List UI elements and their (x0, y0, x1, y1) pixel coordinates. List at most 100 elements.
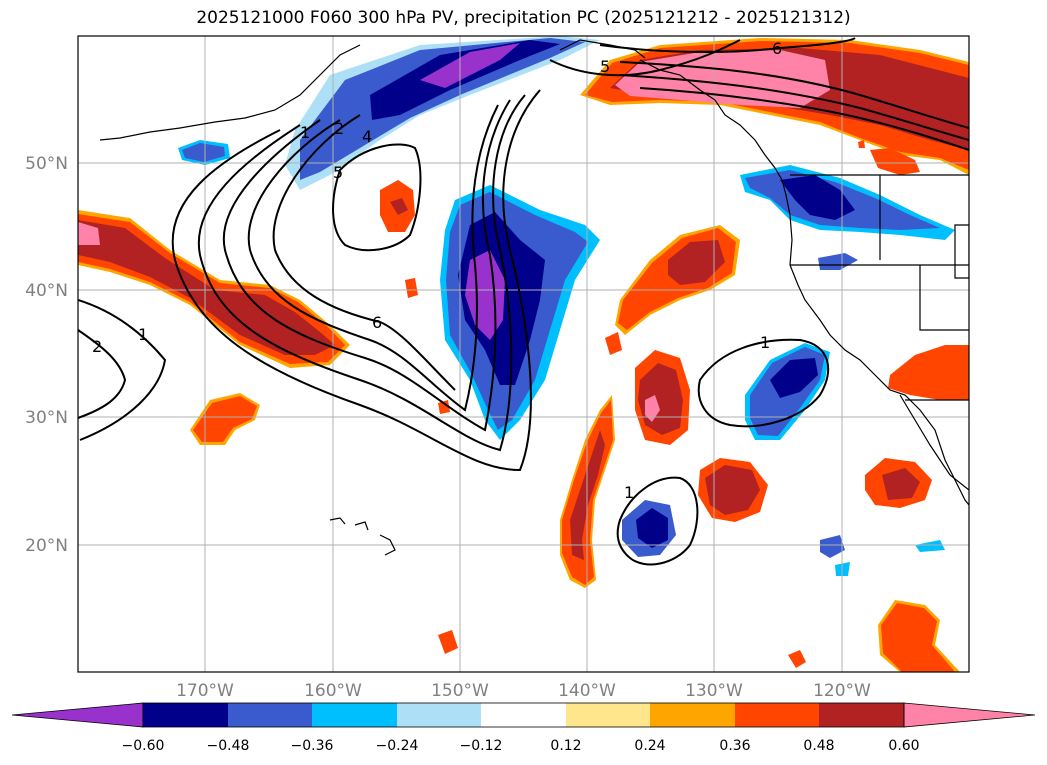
pv-contour-east-loop (697, 338, 830, 428)
lon-label: 130°W (685, 681, 743, 701)
map-gridlines (78, 36, 969, 672)
coastline-alaska-panhandle (559, 39, 646, 59)
positive-precip-blob-tiny-5 (858, 140, 865, 148)
negative-precip-nw-us-core (780, 175, 855, 220)
colorbar-label: −0.24 (376, 738, 419, 754)
positive-precip-blob-tiny (405, 278, 418, 298)
negative-precip-blob-core (182, 143, 225, 162)
lat-label: 30°N (25, 408, 68, 428)
colorbar-segment (819, 703, 904, 727)
colorbar-label: 0.60 (888, 738, 919, 754)
colorbar-label: −0.12 (460, 738, 503, 754)
positive-precip-blob-tiny-3 (438, 630, 458, 654)
lon-label: 160°W (304, 681, 362, 701)
positive-precip-blob-32n-east (888, 345, 969, 400)
pv-contour-main-2 (197, 94, 526, 452)
colorbar-segment (228, 703, 312, 727)
contour-label: 2 (92, 337, 102, 356)
colorbar-label: 0.12 (550, 738, 581, 754)
colorbar-segment (481, 703, 566, 727)
positive-precip-blob-14n-mid (881, 603, 955, 672)
pv-contour-main-5 (247, 104, 499, 412)
contour-label: 1 (138, 325, 148, 344)
negative-precip-blob-22n-core (636, 508, 668, 548)
border-us-states (790, 175, 969, 331)
negative-precip-tiny-3 (915, 540, 945, 552)
pv-contour-north-5 (549, 39, 741, 77)
coastline-north-america (639, 59, 969, 506)
pv-contour-ne-4 (639, 87, 969, 151)
positive-precip-blob-35n-peak (645, 395, 660, 422)
colorbar-segment (650, 703, 735, 727)
pv-contours (78, 37, 969, 566)
contour-label: 2 (334, 119, 344, 138)
lon-label: 140°W (558, 681, 616, 701)
colorbar-segment (566, 703, 650, 727)
lat-label: 20°N (25, 536, 68, 556)
positive-precip-blob-30n (438, 400, 450, 414)
contour-label: 1 (300, 123, 310, 142)
negative-precip-north-band-mid (300, 38, 585, 180)
pv-contour-sw-1 (78, 299, 167, 441)
colorbar-frame (142, 702, 905, 728)
contour-label: 4 (362, 127, 372, 146)
colorbar-label: 0.36 (719, 738, 750, 754)
positive-precip-blob-32n-west-mid (193, 396, 257, 442)
positive-precip-blob-tiny-4 (788, 650, 806, 668)
contour-label: 5 (600, 57, 610, 76)
negative-precip-north-band-core (370, 40, 560, 120)
contour-label: 1 (760, 333, 770, 352)
positive-precip-west-band-peak (78, 222, 100, 245)
lon-label: 120°W (813, 681, 871, 701)
colorbar-segment (735, 703, 819, 727)
coastline-gulf-california (899, 394, 969, 491)
pv-contour-ne-1 (619, 61, 969, 129)
pv-contour-sw-2 (78, 329, 127, 419)
colorbar-segment (312, 703, 397, 727)
positive-precip-blob-tiny-2 (605, 332, 622, 355)
coastlines (99, 39, 969, 556)
negative-precip-north-band-peak (420, 43, 520, 88)
positive-precip-blob-47n-core (390, 198, 408, 215)
negative-precip-small-blob (818, 253, 858, 270)
latitude-labels: 50°N 40°N 30°N 20°N (25, 154, 68, 556)
colorbar-label: −0.48 (207, 738, 250, 754)
colorbar-label: −0.60 (122, 738, 165, 754)
colorbar-label: 0.24 (634, 738, 665, 754)
pv-contour-labels: 1 2 4 5 6 5 6 1 2 1 1 (92, 39, 782, 502)
colorbar-segment (143, 703, 228, 727)
colorbar-extend-high (903, 702, 1036, 728)
positive-precip-west-band-core (78, 220, 335, 355)
lat-label: 50°N (25, 154, 68, 174)
positive-precip-blob-42n-core (668, 240, 725, 285)
pv-contour-ne-2 (619, 74, 969, 141)
precipitation-shading (78, 36, 969, 672)
positive-precip-blob-26n-core (705, 465, 760, 515)
pv-contour-main-4 (222, 99, 511, 432)
lon-label: 150°W (431, 681, 489, 701)
coastline-hawaii (329, 517, 396, 556)
lon-label: 170°W (176, 681, 234, 701)
pv-contour-inner-loop (332, 143, 422, 252)
positive-precip-blob-26n-east-core (882, 468, 920, 500)
pv-contour-main-6 (272, 114, 456, 391)
pv-contour-small-loop (616, 476, 699, 566)
map-title: 2025121000 F060 300 hPa PV, precipitatio… (196, 8, 851, 28)
coastline-aleutians (99, 44, 361, 141)
colorbar-extend-low (11, 702, 144, 728)
pv-contour-north-6 (599, 37, 856, 53)
positive-precip-blob-sfo (870, 148, 920, 175)
map-frame (77, 35, 970, 673)
colorbar: −0.60 −0.48 −0.36 −0.24 −0.12 0.12 0.24 … (11, 702, 1036, 754)
colorbar-label: −0.36 (291, 738, 334, 754)
colorbar-label: 0.48 (803, 738, 834, 754)
contour-label: 6 (772, 39, 782, 58)
contour-label: 5 (333, 163, 343, 182)
contour-label: 6 (372, 313, 382, 332)
longitude-labels: 170°W 160°W 150°W 140°W 130°W 120°W (176, 681, 871, 701)
contour-label: 1 (624, 483, 634, 502)
pv-contour-main-outer (171, 89, 541, 472)
negative-precip-blob-33n-core (770, 358, 818, 398)
negative-precip-tiny-1 (820, 535, 845, 558)
